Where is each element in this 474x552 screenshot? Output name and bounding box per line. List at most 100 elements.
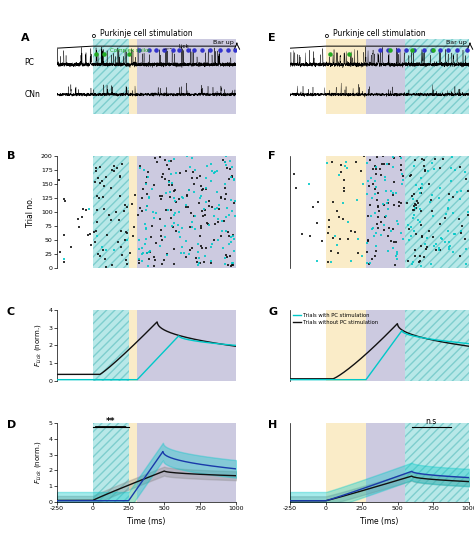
Point (405, 235, 412, 244)
Point (414, 216, 422, 225)
Point (418, 189, 425, 198)
Point (60, 254, 68, 263)
Point (227, 261, 235, 270)
Point (329, 234, 337, 243)
Point (212, 220, 219, 229)
Point (390, 200, 398, 209)
Point (390, 163, 397, 172)
Point (389, 188, 396, 197)
Point (213, 167, 221, 176)
Point (444, 205, 451, 214)
Point (406, 172, 414, 181)
Point (210, 212, 218, 221)
Point (372, 183, 379, 192)
Point (410, 206, 418, 215)
Point (121, 200, 128, 209)
Point (85, 204, 92, 213)
Point (379, 200, 387, 209)
Point (366, 156, 374, 164)
Bar (326, 156, 366, 268)
Point (444, 204, 452, 213)
Point (165, 181, 173, 189)
Point (190, 188, 198, 197)
Point (166, 188, 174, 197)
Point (463, 174, 470, 183)
Point (451, 165, 458, 174)
X-axis label: Time (ms): Time (ms) (360, 517, 399, 526)
Point (169, 222, 176, 231)
Point (79, 204, 87, 213)
Point (146, 194, 153, 203)
Point (186, 163, 194, 172)
Point (373, 195, 381, 204)
Point (171, 210, 178, 219)
Point (217, 193, 225, 202)
Point (232, 45, 239, 54)
Point (196, 199, 203, 208)
Point (400, 235, 407, 243)
Point (161, 222, 169, 231)
Point (191, 225, 199, 233)
Point (383, 211, 390, 220)
Point (379, 160, 386, 169)
Point (96, 193, 103, 202)
Point (412, 204, 420, 213)
Text: Lick: Lick (179, 44, 190, 49)
Point (397, 166, 405, 174)
Point (365, 177, 372, 185)
Point (380, 221, 388, 230)
Point (383, 160, 391, 169)
Bar (366, 39, 469, 114)
Point (383, 186, 390, 195)
Point (145, 254, 153, 263)
Point (143, 201, 151, 210)
Point (138, 207, 146, 216)
Point (207, 258, 215, 267)
Point (98, 242, 105, 251)
Point (373, 153, 380, 162)
Point (128, 199, 136, 208)
Point (107, 183, 114, 192)
Point (91, 178, 99, 187)
Point (377, 217, 384, 226)
Point (441, 214, 448, 222)
Point (424, 233, 431, 242)
Point (392, 261, 399, 270)
Point (371, 209, 379, 218)
Point (409, 259, 416, 268)
Point (368, 254, 376, 263)
Point (203, 162, 210, 171)
Point (355, 248, 362, 257)
Point (383, 199, 391, 208)
Bar (137, 310, 236, 380)
Point (418, 183, 425, 192)
Point (334, 249, 342, 258)
Point (411, 246, 419, 255)
Point (458, 222, 466, 231)
Point (374, 202, 382, 211)
Point (422, 245, 429, 254)
Text: A: A (21, 33, 30, 43)
Point (202, 183, 210, 192)
Point (446, 245, 453, 254)
Point (445, 195, 453, 204)
Point (382, 212, 389, 221)
Point (94, 250, 101, 259)
Point (156, 192, 164, 201)
Point (180, 249, 187, 258)
Point (331, 232, 339, 241)
Point (364, 247, 371, 256)
Point (192, 253, 200, 262)
Point (186, 246, 193, 254)
Point (188, 218, 195, 227)
Point (173, 198, 180, 206)
Point (153, 209, 160, 218)
Point (441, 238, 449, 247)
Point (436, 245, 443, 254)
Point (178, 223, 185, 232)
Point (170, 260, 178, 269)
Point (141, 240, 149, 249)
Point (191, 166, 199, 174)
Point (421, 166, 428, 174)
Point (143, 201, 151, 210)
